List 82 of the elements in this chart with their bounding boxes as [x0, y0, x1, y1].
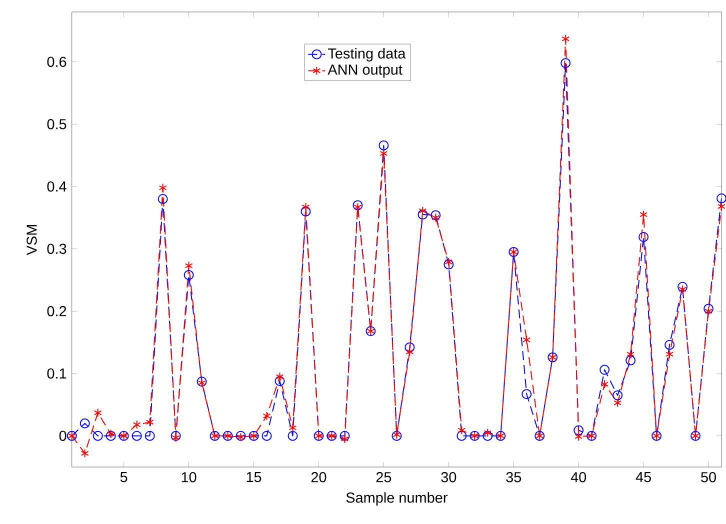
- point: [484, 428, 492, 438]
- point: [418, 210, 428, 220]
- point: [444, 259, 454, 270]
- y-tick-label: 0.3: [47, 244, 66, 254]
- point: [432, 213, 440, 222]
- y-tick-label: 0.4: [47, 181, 66, 192]
- y-tick-label: 0.1: [47, 368, 66, 379]
- x-tick-label: 40: [570, 472, 586, 482]
- point: [288, 423, 297, 432]
- point: [612, 390, 623, 400]
- point: [146, 418, 154, 427]
- point: [458, 426, 466, 435]
- legend-label: ANN output: [328, 64, 402, 78]
- point: [574, 425, 584, 436]
- point: [404, 342, 415, 352]
- x-tick-label: 5: [120, 472, 128, 482]
- point: [378, 140, 389, 150]
- point: [522, 389, 532, 400]
- point: [704, 304, 714, 314]
- point: [574, 432, 583, 442]
- point: [262, 411, 271, 420]
- legend-label: Testing data: [328, 48, 406, 62]
- point: [170, 430, 181, 441]
- point: [704, 306, 712, 316]
- point: [158, 194, 168, 204]
- point: [638, 232, 649, 242]
- point: [132, 430, 142, 441]
- point: [418, 206, 427, 216]
- x-tick-label: 50: [701, 472, 716, 482]
- point: [262, 430, 272, 441]
- point: [678, 284, 686, 294]
- point: [600, 380, 609, 389]
- point: [444, 257, 453, 266]
- point: [380, 149, 388, 158]
- point: [640, 210, 648, 220]
- point: [626, 355, 636, 366]
- x-tick-label: 35: [506, 472, 522, 482]
- point: [340, 430, 350, 441]
- point: [522, 335, 531, 344]
- y-tick-label: 0: [59, 430, 66, 442]
- point: [626, 350, 635, 359]
- x-tick-label: 15: [246, 472, 262, 482]
- point: [302, 202, 310, 212]
- point: [716, 193, 726, 204]
- point: [666, 350, 674, 359]
- point: [406, 347, 414, 356]
- point: [184, 270, 194, 280]
- x-tick-label: 10: [182, 472, 196, 482]
- point: [144, 430, 155, 441]
- y-tick-label: 0.6: [47, 56, 66, 67]
- point: [678, 282, 688, 292]
- point: [172, 433, 180, 442]
- x-tick-label: 20: [311, 472, 326, 482]
- point: [158, 183, 167, 192]
- point: [80, 448, 89, 458]
- point: [274, 376, 285, 386]
- point: [80, 418, 90, 428]
- point: [482, 430, 493, 441]
- point: [340, 434, 349, 444]
- point: [718, 202, 726, 211]
- point: [132, 420, 141, 430]
- point: [184, 261, 193, 270]
- x-axis-title: Sample number: [346, 492, 448, 506]
- point: [94, 408, 102, 418]
- point: [430, 210, 441, 220]
- point: [276, 372, 284, 382]
- point: [92, 430, 103, 441]
- y-tick-label: 0.5: [47, 119, 66, 130]
- x-tick-label: 25: [376, 472, 392, 482]
- x-tick-label: 30: [441, 472, 456, 482]
- point: [562, 34, 570, 44]
- point: [288, 430, 298, 441]
- x-tick-label: 45: [636, 472, 651, 482]
- point: [352, 200, 363, 210]
- point: [664, 340, 675, 350]
- point: [614, 398, 622, 408]
- point: [456, 430, 467, 441]
- point: [560, 58, 571, 68]
- point: [600, 364, 610, 375]
- point: [300, 206, 311, 216]
- y-axis-title: VSM: [26, 225, 37, 256]
- y-tick-label: 0.2: [47, 306, 66, 316]
